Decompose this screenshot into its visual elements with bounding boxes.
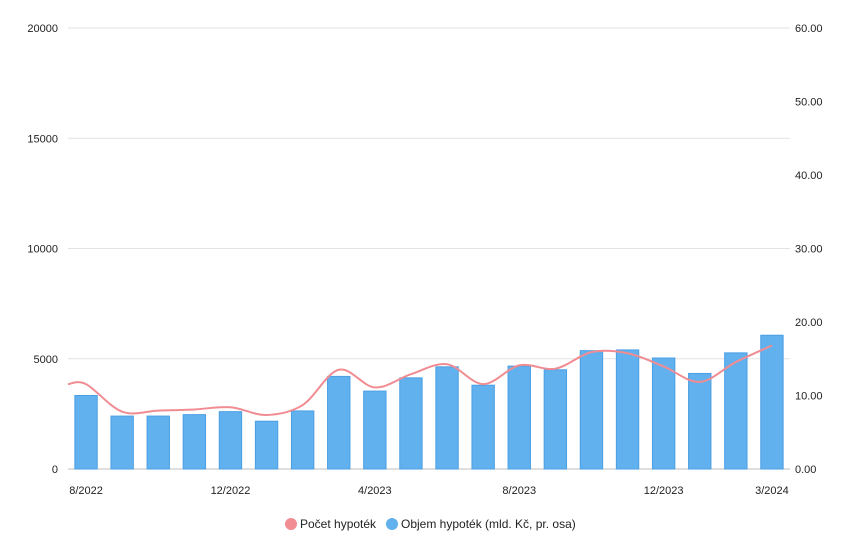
bar[interactable] (688, 372, 712, 470)
x-tick-label: 3/2024 (755, 485, 789, 497)
bar[interactable] (651, 357, 676, 470)
bar[interactable] (399, 377, 423, 470)
legend-label-bar: Objem hypoték (mld. Kč, pr. osa) (401, 517, 576, 531)
y-right-tick-label: 20.00 (795, 317, 823, 329)
bar[interactable] (507, 365, 531, 470)
gridlines (68, 27, 790, 470)
y-right-tick-label: 40.00 (795, 170, 823, 182)
x-tick-label: 12/2023 (644, 485, 684, 497)
line-series-path[interactable] (67, 344, 773, 416)
legend-marker-line (285, 518, 297, 530)
y-left-tick-label: 5000 (34, 354, 58, 366)
y-right-tick-label: 30.00 (795, 244, 823, 256)
x-tick-label: 8/2022 (69, 485, 103, 497)
y-left-tick-label: 15000 (27, 133, 58, 145)
bar[interactable] (110, 415, 134, 470)
bar[interactable] (327, 375, 351, 470)
bar[interactable] (290, 410, 315, 470)
x-tick-label: 8/2023 (502, 485, 536, 497)
bar[interactable] (218, 411, 243, 470)
bar[interactable] (254, 420, 279, 470)
legend-item-line-series[interactable]: Počet hypoték (285, 517, 377, 531)
bar[interactable] (435, 366, 459, 470)
bar[interactable] (760, 334, 784, 470)
y-right-tick-label: 10.00 (795, 391, 823, 403)
bar-series (74, 334, 784, 470)
y-axis-right: 0.00 10.00 20.00 30.00 40.00 50.00 60.00 (795, 23, 823, 476)
y-left-tick-label: 0 (52, 464, 58, 476)
y-left-tick-label: 10000 (27, 244, 58, 256)
bar[interactable] (146, 415, 170, 470)
y-axis-left: 0 5000 10000 15000 20000 (27, 23, 58, 476)
legend-marker-bar (386, 518, 398, 530)
bar[interactable] (182, 414, 207, 470)
x-tick-label: 4/2023 (358, 485, 392, 497)
bar[interactable] (74, 395, 98, 470)
legend: Počet hypoték Objem hypoték (mld. Kč, pr… (285, 517, 576, 531)
bar[interactable] (615, 349, 640, 470)
bar[interactable] (724, 352, 748, 470)
y-left-tick-label: 20000 (27, 23, 58, 35)
legend-item-bar-series[interactable]: Objem hypoték (mld. Kč, pr. osa) (386, 517, 576, 531)
bar[interactable] (543, 369, 568, 470)
y-right-tick-label: 50.00 (795, 97, 823, 109)
x-axis: 8/2022 12/2022 4/2023 8/2023 12/2023 3/2024 (69, 485, 789, 497)
y-right-tick-label: 0.00 (795, 464, 816, 476)
legend-label-line: Počet hypoték (300, 517, 377, 531)
bar[interactable] (579, 350, 604, 470)
bar[interactable] (471, 384, 495, 470)
x-tick-label: 12/2022 (211, 485, 251, 497)
bar[interactable] (363, 390, 387, 470)
line-series (67, 344, 773, 416)
y-right-tick-label: 60.00 (795, 23, 823, 35)
